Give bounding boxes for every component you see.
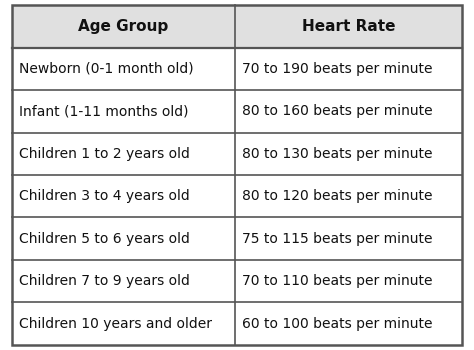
Text: Children 7 to 9 years old: Children 7 to 9 years old (19, 274, 190, 288)
Text: 60 to 100 beats per minute: 60 to 100 beats per minute (242, 316, 432, 330)
Text: 75 to 115 beats per minute: 75 to 115 beats per minute (242, 232, 432, 246)
Text: 80 to 160 beats per minute: 80 to 160 beats per minute (242, 104, 432, 118)
Text: 80 to 120 beats per minute: 80 to 120 beats per minute (242, 189, 432, 203)
Text: Age Group: Age Group (78, 19, 168, 34)
Text: Newborn (0-1 month old): Newborn (0-1 month old) (19, 62, 193, 76)
Text: 70 to 190 beats per minute: 70 to 190 beats per minute (242, 62, 432, 76)
Text: Children 1 to 2 years old: Children 1 to 2 years old (19, 147, 190, 161)
Text: 80 to 130 beats per minute: 80 to 130 beats per minute (242, 147, 432, 161)
Text: Children 10 years and older: Children 10 years and older (19, 316, 212, 330)
Text: Children 5 to 6 years old: Children 5 to 6 years old (19, 232, 190, 246)
Bar (12, 5, 462, 48)
Text: Children 3 to 4 years old: Children 3 to 4 years old (19, 189, 190, 203)
Text: 70 to 110 beats per minute: 70 to 110 beats per minute (242, 274, 432, 288)
Text: Heart Rate: Heart Rate (301, 19, 395, 34)
Text: Infant (1-11 months old): Infant (1-11 months old) (19, 104, 189, 118)
